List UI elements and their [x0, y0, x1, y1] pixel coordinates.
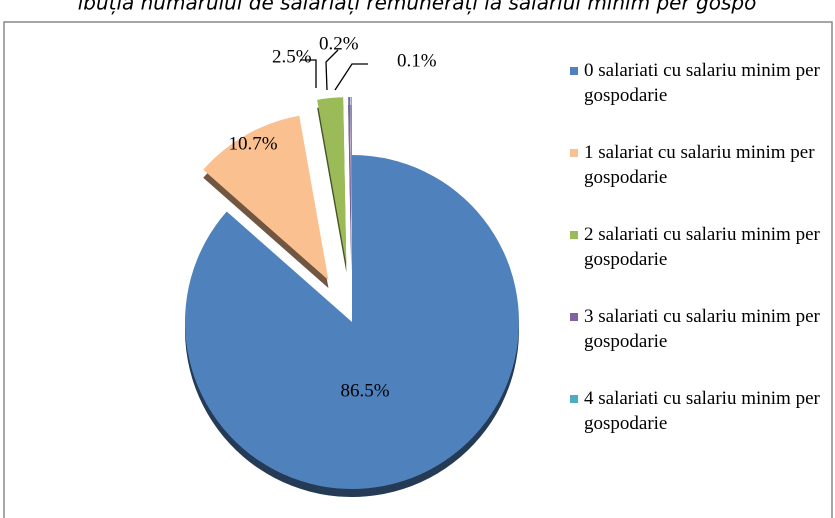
- legend-label: 4 salariati cu salariu minim per gospoda…: [584, 388, 820, 434]
- slice: [184, 155, 519, 489]
- leader-line: [325, 49, 339, 91]
- data-label: 0.1%: [397, 50, 437, 71]
- slice: [348, 97, 352, 265]
- legend-label: 0 salariati cu salariu minim per gospoda…: [584, 60, 820, 106]
- data-label: 0.2%: [319, 33, 359, 54]
- legend-item: 1 salariat cu salariu minim per gospodar…: [570, 140, 820, 222]
- legend-item: 0 salariati cu salariu minim per gospoda…: [570, 58, 820, 140]
- legend-label: 3 salariati cu salariu minim per gospoda…: [584, 306, 820, 352]
- legend-swatch: [570, 67, 578, 75]
- data-label: 10.7%: [228, 133, 277, 154]
- legend-swatch: [570, 149, 578, 157]
- legend-label: 1 salariat cu salariu minim per gospodar…: [584, 142, 815, 188]
- chart-title: ibuția numărului de salariați remunerați…: [78, 0, 757, 15]
- slice: [317, 97, 347, 265]
- legend-item: 2 salariati cu salariu minim per gospoda…: [570, 222, 820, 304]
- data-label: 86.5%: [340, 380, 389, 401]
- legend-swatch: [570, 231, 578, 239]
- leader-line: [300, 59, 317, 88]
- data-label: 2.5%: [272, 46, 312, 67]
- pie: [184, 97, 519, 497]
- slice-depth: [348, 105, 352, 273]
- legend-label: 2 salariati cu salariu minim per gospoda…: [584, 224, 820, 270]
- leader-line: [334, 63, 368, 91]
- legend-item: 4 salariati cu salariu minim per gospoda…: [570, 386, 820, 468]
- slice: [350, 97, 352, 265]
- legend-swatch: [570, 313, 578, 321]
- slice: [203, 115, 329, 281]
- legend-item: 3 salariati cu salariu minim per gospoda…: [570, 304, 820, 386]
- legend-swatch: [570, 395, 578, 403]
- legend: 0 salariati cu salariu minim per gospoda…: [570, 58, 820, 468]
